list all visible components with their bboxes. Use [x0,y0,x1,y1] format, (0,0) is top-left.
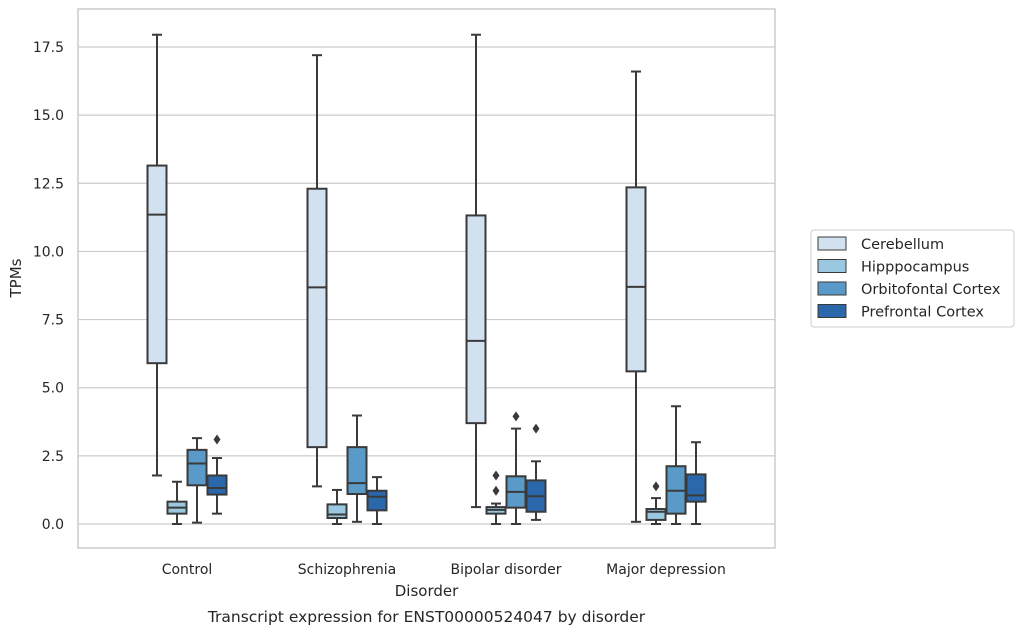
boxes-layer [146,33,707,525]
outlier-marker [492,485,500,496]
box-3-1 [645,481,667,525]
box-1-0 [306,54,328,488]
legend-frame [810,229,1015,328]
plot-frame [77,8,776,549]
legend: Cerebellum Hipppocampus Orbitofontal Corte… [810,229,1015,328]
box-1-3 [366,476,388,525]
box-body [465,214,487,425]
y-tick-label: 5.0 [42,381,64,397]
y-tick-label: 17.5 [33,40,64,56]
y-tick-label: 10.0 [33,244,64,260]
box-2-3 [525,423,547,521]
box-2-1 [485,470,507,525]
outlier-marker [213,434,221,445]
legend-swatch [817,259,847,273]
box-2-0 [465,33,487,509]
box-body [366,489,388,512]
legend-label: Prefrontal Cortex [861,305,984,321]
outlier-marker [512,411,520,422]
y-tick-label: 2.5 [42,449,64,465]
box-1-1 [326,488,348,525]
y-tick-labels: 0.0 2.5 5.0 7.5 10.0 12.5 15.0 17.5 [33,40,64,533]
x-tick-labels: Control Schizophrenia Bipolar disorder Majo… [162,562,726,578]
box-0-0 [146,33,168,477]
legend-label: Orbitofontal Cortex [861,282,1001,298]
y-tick-label: 0.0 [42,517,64,533]
box-2-2 [505,411,527,525]
box-body [146,164,168,365]
box-0-1 [166,480,188,525]
legend-swatch [817,304,847,318]
box-body [645,508,667,521]
chart-caption: Transcript expression for ENST0000052404… [207,608,646,626]
y-tick-label: 15.0 [33,108,64,124]
y-tick-label: 7.5 [42,313,64,329]
outlier-marker [492,470,500,481]
legend-label: Hipppocampus [861,260,969,276]
x-axis-label: Disorder [395,582,459,600]
box-body [186,448,208,487]
legend-swatch [817,281,847,296]
box-body [685,473,707,503]
legend-label: Cerebellum [861,237,944,253]
box-body [346,446,368,496]
box-body [206,474,228,496]
grid-layer [78,46,775,525]
outlier-marker [532,423,540,434]
legend-swatch [817,236,847,251]
x-tick-label: Bipolar disorder [450,562,561,578]
box-1-2 [346,414,368,523]
x-tick-label: Schizophrenia [298,562,396,578]
box-3-3 [685,441,707,525]
y-axis-label: TPMs [7,258,25,298]
y-tick-label: 12.5 [33,176,64,192]
box-body [326,503,348,520]
box-body [306,187,328,449]
x-tick-label: Control [162,562,213,578]
box-3-0 [625,70,647,523]
outlier-marker [652,481,660,492]
box-body [625,186,647,373]
box-0-2 [186,437,208,524]
x-tick-label: Major depression [606,562,726,578]
box-0-3 [206,434,228,515]
box-3-2 [665,405,687,525]
